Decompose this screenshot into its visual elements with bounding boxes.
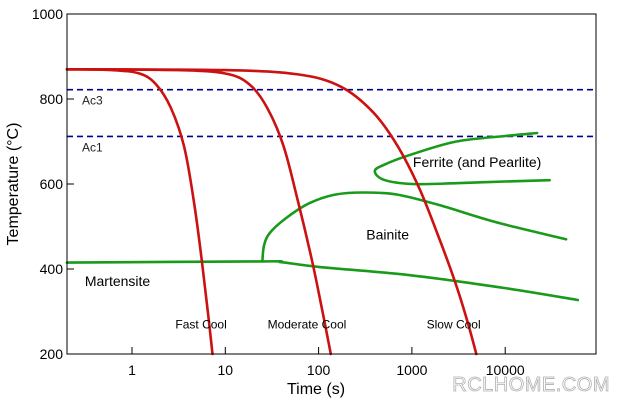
annotations: Ferrite (and Pearlite) Bainite Martensite F… bbox=[85, 154, 541, 332]
cooling-curve-slow-cool bbox=[65, 68, 478, 356]
cooling-curves bbox=[65, 68, 478, 356]
x-tick-label-10000: 10000 bbox=[486, 362, 525, 378]
curve-label-fast-cool: Fast Cool bbox=[175, 318, 226, 332]
boundary-martensite-start bbox=[65, 260, 580, 302]
ref-label-ac3: Ac3 bbox=[82, 94, 103, 108]
x-axis-ticks: 1 10 100 1000 10000 bbox=[128, 347, 525, 378]
x-tick-label-100: 100 bbox=[307, 362, 331, 378]
cooling-curve-fast-cool bbox=[65, 68, 214, 356]
y-tick-label-800: 800 bbox=[40, 91, 64, 107]
x-tick-label-1000: 1000 bbox=[396, 362, 427, 378]
x-axis-label: Time (s) bbox=[287, 381, 345, 398]
phase-boundaries bbox=[65, 131, 580, 302]
region-label-bainite: Bainite bbox=[366, 226, 409, 242]
region-label-martensite: Martensite bbox=[85, 273, 151, 289]
y-tick-label-1000: 1000 bbox=[32, 6, 63, 22]
boundary-ferrite-nose bbox=[373, 131, 551, 186]
reference-lines: Ac3 Ac1 bbox=[67, 88, 596, 154]
x-tick-label-10: 10 bbox=[218, 362, 234, 378]
cooling-curve-moderate-cool bbox=[65, 68, 333, 356]
boundary-bainite-boundary bbox=[261, 191, 568, 262]
watermark: RCLHOME.COM bbox=[452, 374, 610, 396]
region-label-ferrite: Ferrite (and Pearlite) bbox=[413, 154, 541, 170]
y-axis-label: Temperature (°C) bbox=[5, 123, 22, 246]
y-tick-label-600: 600 bbox=[40, 176, 64, 192]
plot-frame bbox=[66, 13, 597, 355]
y-tick-label-400: 400 bbox=[40, 261, 64, 277]
y-axis-ticks: 200 400 600 800 1000 bbox=[32, 6, 74, 362]
curve-label-moderate-cool: Moderate Cool bbox=[268, 318, 347, 332]
curve-label-slow-cool: Slow Cool bbox=[427, 318, 481, 332]
x-tick-label-1: 1 bbox=[128, 362, 136, 378]
y-tick-label-200: 200 bbox=[40, 346, 64, 362]
ref-label-ac1: Ac1 bbox=[82, 140, 103, 154]
